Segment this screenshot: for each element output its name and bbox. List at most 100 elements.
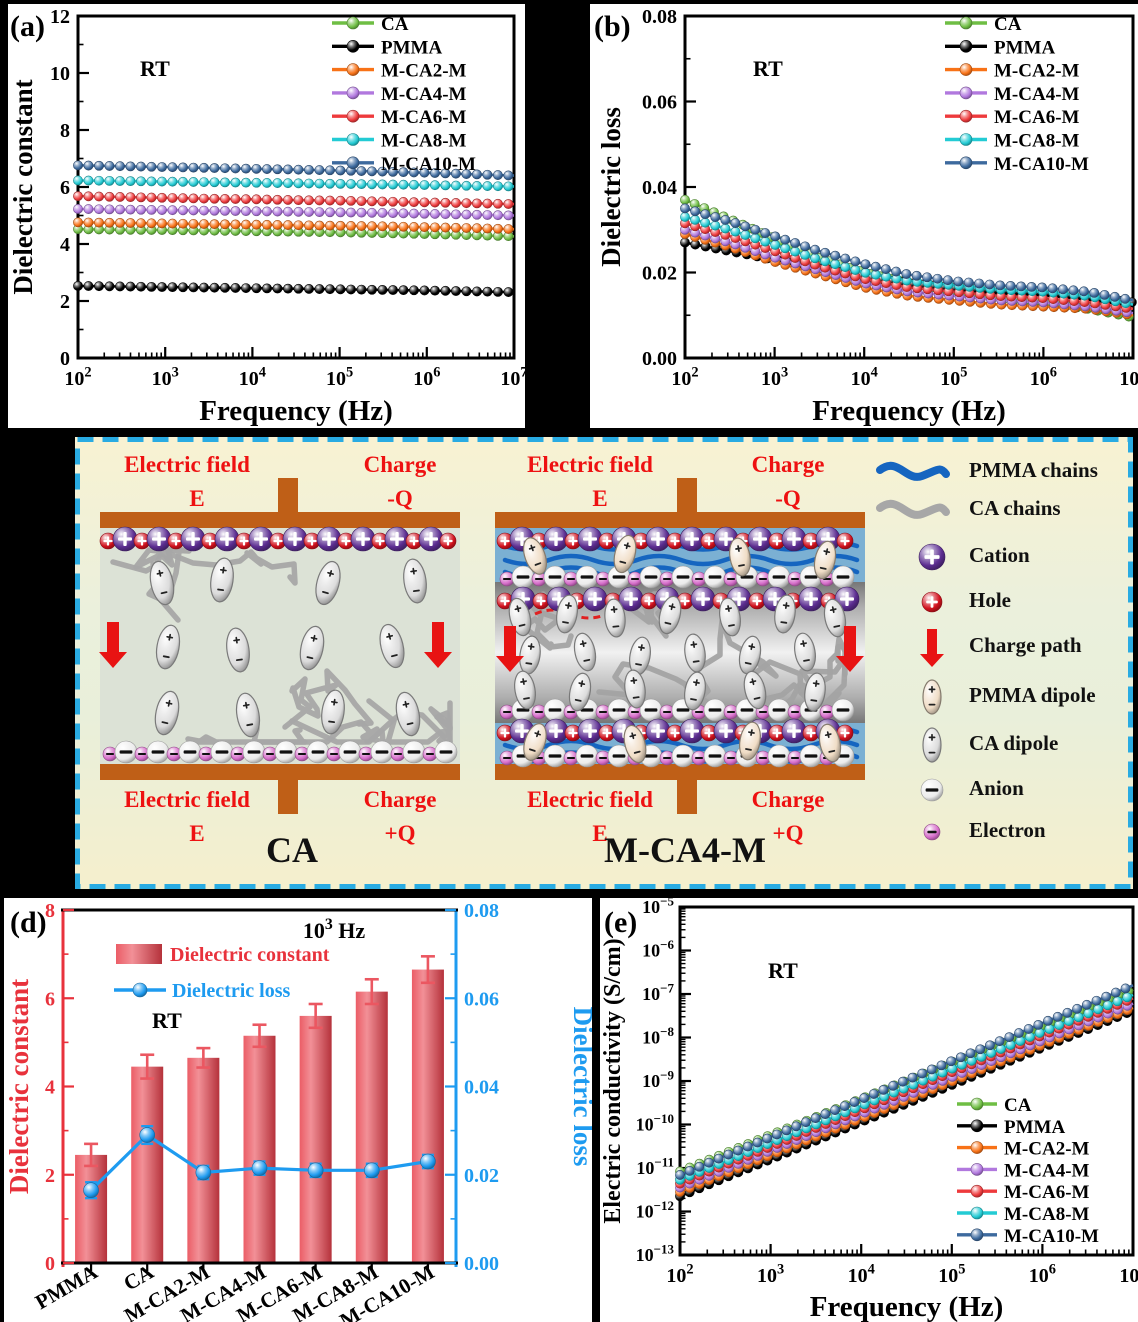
mca4m-device-title: M-CA4-M bbox=[604, 830, 766, 870]
dipole bbox=[568, 672, 592, 712]
svg-text:10−6: 10−6 bbox=[642, 937, 674, 961]
series-m-ca2-m bbox=[73, 217, 515, 234]
svg-text:0.02: 0.02 bbox=[464, 1165, 499, 1187]
svg-text:M-CA6-M: M-CA6-M bbox=[994, 107, 1080, 128]
dipole bbox=[395, 691, 421, 737]
svg-text:103: 103 bbox=[757, 1262, 784, 1287]
y-axis: 0 2 4 6 8 10 12 bbox=[50, 6, 89, 370]
dipole bbox=[299, 625, 325, 671]
y-axis-title: Dielectric constant bbox=[8, 79, 38, 294]
schematic-panel: Electric field E Charge -Q Electric fiel… bbox=[75, 437, 1133, 889]
svg-text:104: 104 bbox=[848, 1262, 875, 1287]
dipole bbox=[738, 635, 762, 675]
series-m-ca4-m bbox=[73, 204, 515, 221]
dipole bbox=[514, 670, 536, 710]
svg-text:106: 106 bbox=[1029, 1262, 1056, 1287]
panel-label-a: (a) bbox=[10, 10, 45, 43]
electron-icon bbox=[923, 823, 941, 841]
ca-device-title: CA bbox=[266, 830, 318, 870]
svg-text:107: 107 bbox=[1119, 1262, 1138, 1287]
svg-text:4: 4 bbox=[45, 1077, 55, 1099]
dipole bbox=[684, 633, 706, 673]
panel-label-d: (d) bbox=[10, 906, 47, 939]
legend-item-m-ca2-m: M-CA2-M bbox=[957, 1139, 1090, 1160]
svg-text:104: 104 bbox=[239, 365, 266, 390]
device-mca4m bbox=[495, 478, 865, 814]
series-m-ca10-m bbox=[680, 203, 1134, 304]
svg-text:105: 105 bbox=[938, 1262, 965, 1287]
legend-item-ca: CA bbox=[945, 14, 1022, 35]
svg-text:M-CA2-M: M-CA2-M bbox=[381, 61, 467, 82]
svg-text:Dielectric constant: Dielectric constant bbox=[4, 979, 34, 1194]
dipole bbox=[613, 534, 637, 574]
charge-path-arrow bbox=[424, 622, 452, 668]
svg-text:10−8: 10−8 bbox=[642, 1024, 674, 1048]
svg-text:106: 106 bbox=[413, 365, 440, 390]
pmma-dipole-icon bbox=[922, 679, 942, 715]
charge-path-arrow bbox=[496, 626, 524, 672]
legend-item-m-ca8-m: M-CA8-M bbox=[945, 131, 1080, 152]
ca-charge-bottom-label: Charge bbox=[363, 787, 437, 812]
dipole bbox=[823, 598, 847, 638]
y-axis: 0.00 0.02 0.04 0.06 0.08 bbox=[642, 6, 696, 370]
svg-text:102: 102 bbox=[666, 1262, 693, 1287]
svg-text:0.06: 0.06 bbox=[642, 92, 677, 114]
y-axis: 0 2 4 6 8 bbox=[45, 900, 74, 1275]
svg-text:RT: RT bbox=[152, 1008, 182, 1033]
schematic-legend-icons bbox=[876, 461, 950, 841]
dipole bbox=[684, 671, 706, 711]
svg-text:2: 2 bbox=[45, 1165, 55, 1187]
bar-m-ca8-m bbox=[355, 991, 388, 1263]
anion-icon bbox=[920, 778, 944, 802]
svg-text:10: 10 bbox=[50, 63, 70, 85]
legend-label-ca-dipole: CA dipole bbox=[969, 731, 1059, 755]
charge-path-arrow bbox=[920, 629, 944, 667]
svg-text:Dielectric loss: Dielectric loss bbox=[172, 980, 290, 1002]
line-dielectric-loss bbox=[83, 1125, 436, 1200]
rt-annotation: RT bbox=[753, 56, 783, 81]
chart-b-canvas: 102 103 104 105 106 107 0.00 0.02 0.04 0.06 0.08 CA… bbox=[596, 6, 1138, 427]
svg-text:PMMA: PMMA bbox=[381, 37, 442, 58]
x-axis: 102 103 104 105 106 107 bbox=[671, 347, 1138, 390]
panel-a-dielectric-constant-chart: 102 103 104 105 106 107 0 2 4 6 8 10 12 CA PMMA M-CA2-M… bbox=[8, 4, 525, 428]
y-axis-title: Electric conductivity (S/cm) bbox=[600, 938, 626, 1223]
svg-text:4: 4 bbox=[60, 234, 70, 256]
ca-electric-field-bottom-label: Electric field bbox=[124, 787, 250, 812]
bar-pmma bbox=[75, 1154, 108, 1263]
dipole bbox=[235, 692, 261, 738]
y-axis: 10−13 10−12 10−11 10−10 10−9 10−8 10−7 10−6 10−5 bbox=[636, 898, 691, 1265]
svg-text:0.00: 0.00 bbox=[464, 1253, 499, 1275]
legend-label-ca-chains: CA chains bbox=[969, 496, 1061, 520]
series-group bbox=[73, 160, 515, 297]
svg-text:0.04: 0.04 bbox=[642, 177, 677, 199]
svg-text:2: 2 bbox=[60, 291, 70, 313]
svg-text:0: 0 bbox=[60, 348, 70, 370]
legend-label-electron: Electron bbox=[969, 818, 1046, 842]
x-tick-pmma: PMMA bbox=[31, 1259, 102, 1314]
svg-text:M-CA2-M: M-CA2-M bbox=[994, 61, 1080, 82]
svg-text:10−11: 10−11 bbox=[636, 1154, 674, 1178]
bar-ca bbox=[131, 1066, 164, 1263]
svg-text:0: 0 bbox=[45, 1253, 55, 1275]
bar-m-ca10-m bbox=[411, 969, 444, 1263]
legend-item-pmma: PMMA bbox=[332, 37, 442, 58]
legend-label-pmma-chains: PMMA chains bbox=[969, 458, 1098, 482]
charge-path-icon bbox=[920, 629, 944, 667]
dipole bbox=[522, 537, 548, 575]
x-axis-title: Frequency (Hz) bbox=[810, 1291, 1004, 1322]
panel-e-conductivity-chart: 10210310410510610710−1310−1210−1110−1010… bbox=[600, 898, 1138, 1322]
device-ca bbox=[99, 478, 460, 814]
y-axis-title: Dielectric loss bbox=[596, 107, 626, 267]
dipole bbox=[774, 594, 796, 634]
dipole bbox=[321, 689, 345, 735]
svg-text:10−12: 10−12 bbox=[636, 1198, 674, 1222]
svg-text:105: 105 bbox=[940, 365, 967, 390]
legend-item-m-ca6-m: M-CA6-M bbox=[957, 1182, 1090, 1203]
legend-item-pmma: PMMA bbox=[945, 37, 1055, 58]
svg-text:Dielectric constant: Dielectric constant bbox=[170, 944, 330, 966]
series-m-ca10-m bbox=[675, 983, 1134, 1180]
bar-m-ca2-m bbox=[187, 1057, 220, 1263]
svg-text:102: 102 bbox=[64, 365, 91, 390]
svg-text:106: 106 bbox=[1030, 365, 1057, 390]
